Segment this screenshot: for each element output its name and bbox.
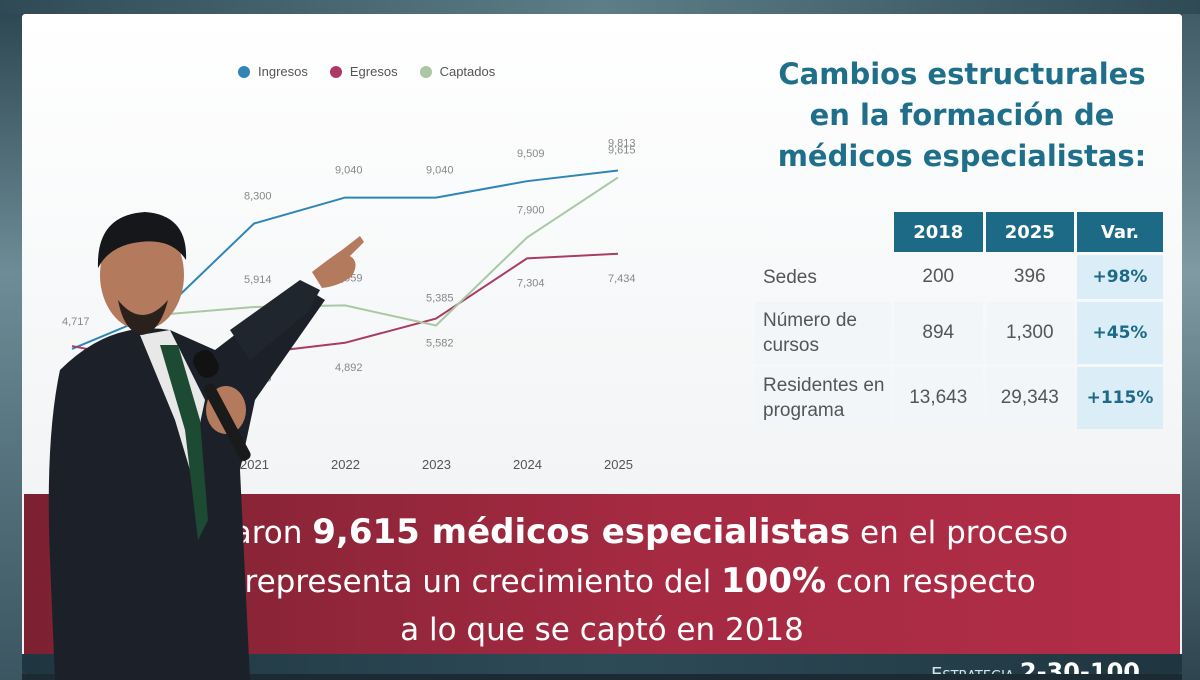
data-label: 9,509 bbox=[517, 148, 545, 160]
strategy-word: Estrategia bbox=[931, 664, 1014, 674]
data-label: 5,800 bbox=[153, 278, 181, 290]
chart-legend: Ingresos Egresos Captados bbox=[238, 64, 495, 79]
x-tick-label: 2022 bbox=[331, 457, 360, 472]
x-tick-label: 2024 bbox=[513, 457, 542, 472]
banner-highlight: 9,615 médicos especialistas bbox=[312, 512, 851, 552]
cell-2018: 894 bbox=[894, 302, 983, 364]
cell-variation: +45% bbox=[1077, 302, 1163, 364]
presentation-slide: Ingresos Egresos Captados 4,717 5,800 8,30… bbox=[22, 14, 1182, 674]
data-label: 9,615 bbox=[608, 144, 636, 156]
data-label: 4,304 bbox=[153, 382, 181, 394]
line-chart: 4,717 5,800 8,300 9,040 9,040 9,509 9,813 4,798… bbox=[62, 138, 636, 472]
row-label: Número de cursos bbox=[755, 302, 891, 364]
data-label: 9,040 bbox=[426, 165, 454, 177]
message-banner: e captaron 9,615 médicos especialistas e… bbox=[24, 494, 1180, 654]
table-header-row: 2018 2025 Var. bbox=[755, 212, 1163, 252]
table-header: 2018 bbox=[894, 212, 983, 252]
legend-label: Ingresos bbox=[258, 64, 308, 79]
data-label: 8,300 bbox=[244, 191, 272, 203]
series-line-captados bbox=[162, 176, 619, 327]
x-tick-label: 2023 bbox=[422, 457, 451, 472]
banner-text: con respecto bbox=[826, 564, 1036, 600]
banner-text: e captaron bbox=[135, 515, 313, 551]
comparison-table: 2018 2025 Var. Sedes 200 396 +98% Número… bbox=[752, 209, 1166, 432]
cell-variation: +98% bbox=[1077, 255, 1163, 299]
strategy-code: 2-30-100 bbox=[1019, 658, 1140, 674]
data-label: 4.586 bbox=[244, 372, 272, 384]
banner-line-1: e captaron 9,615 médicos especialistas e… bbox=[24, 508, 1180, 557]
cell-2025: 1,300 bbox=[985, 302, 1074, 364]
cell-2025: 396 bbox=[1013, 266, 1046, 287]
row-label: Sedes bbox=[763, 266, 817, 288]
cell-2025: 29,343 bbox=[985, 367, 1074, 429]
data-label: 7,434 bbox=[608, 273, 636, 285]
banner-highlight: 100% bbox=[721, 561, 827, 601]
data-label: 5,385 bbox=[426, 293, 454, 305]
screen-top-edge bbox=[0, 0, 1200, 14]
slide-title: Cambios estructurales en la formación de… bbox=[777, 57, 1147, 173]
data-label: 4,717 bbox=[62, 316, 90, 328]
data-label: 5,914 bbox=[244, 274, 272, 286]
data-label: 4,892 bbox=[335, 362, 363, 374]
cell-2018: 200 bbox=[922, 266, 955, 287]
table-header: 2025 bbox=[985, 212, 1074, 252]
data-label: 5,582 bbox=[426, 338, 454, 350]
data-label: 5,959 bbox=[335, 272, 363, 284]
left-frame bbox=[0, 0, 22, 680]
data-label: 9,813 bbox=[608, 138, 636, 150]
legend-label: Captados bbox=[439, 64, 496, 79]
banner-text: en el proceso bbox=[850, 515, 1069, 551]
legend-dot-egresos bbox=[329, 65, 342, 78]
legend-dot-captados bbox=[419, 65, 432, 78]
cell-variation: +115% bbox=[1077, 367, 1163, 429]
row-label: Residentes en programa bbox=[755, 367, 891, 429]
banner-line-3: a lo que se captó en 2018 bbox=[400, 612, 804, 648]
data-label: 7,900 bbox=[517, 205, 545, 217]
legend-label: Egresos bbox=[349, 64, 398, 79]
table-header: Var. bbox=[1077, 212, 1163, 252]
data-label: 7,304 bbox=[517, 277, 545, 289]
series-line-ingresos bbox=[71, 169, 619, 350]
legend-dot-ingresos bbox=[238, 65, 250, 78]
data-label: 9,040 bbox=[335, 165, 363, 177]
x-tick-label: 2020 bbox=[149, 457, 178, 472]
x-tick-label: 2021 bbox=[240, 457, 269, 472]
table-row: Sedes 200 396 +98% bbox=[755, 255, 1163, 299]
legend-item-ingresos: Ingresos bbox=[238, 64, 308, 79]
legend-item-captados: Captados bbox=[419, 64, 496, 79]
cell-2018: 13,643 bbox=[894, 367, 983, 429]
x-tick-label: 2025 bbox=[604, 457, 633, 472]
legend-item-egresos: Egresos bbox=[329, 64, 398, 79]
banner-text: esto representa un crecimiento del bbox=[168, 564, 722, 600]
table-row: Número de cursos 894 1,300 +45% bbox=[755, 302, 1163, 364]
table-header-empty bbox=[755, 212, 891, 252]
strategy-label: Estrategia 2-30-100 bbox=[931, 658, 1140, 674]
table-row: Residentes en programa 13,643 29,343 +11… bbox=[755, 367, 1163, 429]
right-frame bbox=[1182, 0, 1200, 680]
data-label: 4,798 bbox=[62, 365, 90, 377]
series-line-egresos bbox=[71, 252, 619, 365]
banner-line-2: esto representa un crecimiento del 100% … bbox=[24, 557, 1180, 606]
